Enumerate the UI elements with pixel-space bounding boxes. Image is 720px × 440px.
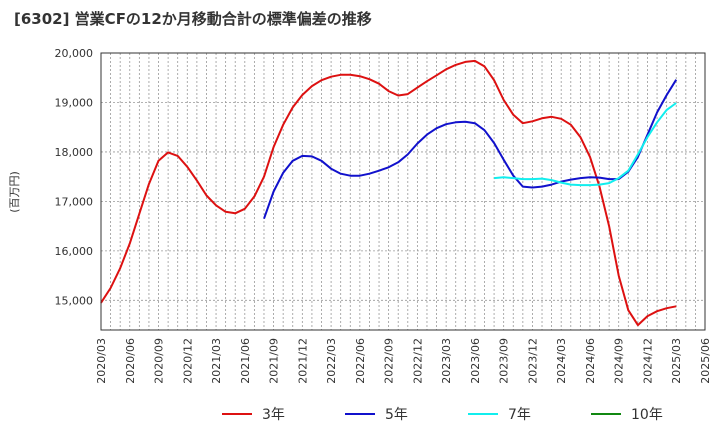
x-tick-label: 2021/06 (239, 338, 252, 384)
x-tick-label: 2023/06 (469, 338, 482, 384)
series-line-3年 (100, 59, 677, 327)
legend-label: 7年 (508, 407, 531, 423)
x-tick-label: 2025/03 (670, 338, 683, 384)
x-tick-label: 2023/09 (498, 338, 511, 384)
x-tick-label: 2020/12 (181, 338, 194, 384)
chart-title: [6302] 営業CFの12か月移動合計の標準偏差の推移 (14, 10, 372, 28)
x-tick-label: 2022/09 (383, 338, 396, 384)
x-tick-label: 2024/12 (641, 338, 654, 384)
y-tick-label: 15,000 (55, 294, 94, 307)
legend: 3年 5年 7年 10年 (222, 407, 663, 423)
x-tick-label: 2024/09 (613, 338, 626, 384)
x-tick-label: 2023/03 (440, 338, 453, 384)
series-lines (100, 59, 678, 327)
x-axis: 2020/03 2020/06 2020/09 2020/12 2021/03 2021/… (95, 338, 712, 384)
legend-label: 5年 (385, 407, 408, 423)
x-tick-label: 2023/12 (526, 338, 539, 384)
y-axis: 15,000 16,000 17,000 18,000 19,000 20,000 (55, 47, 94, 307)
x-tick-label: 2020/03 (95, 338, 108, 384)
x-tick-label: 2022/03 (325, 338, 338, 384)
plot-frame (100, 52, 706, 331)
x-tick-label: 2020/06 (124, 338, 137, 384)
plot-area (101, 53, 705, 330)
x-tick-label: 2021/03 (210, 338, 223, 384)
x-tick-label: 2024/03 (555, 338, 568, 384)
x-tick-label: 2021/12 (296, 338, 309, 384)
series-line-7年 (494, 102, 677, 187)
y-tick-label: 18,000 (55, 146, 94, 159)
y-tick-label: 19,000 (55, 96, 94, 109)
legend-label: 3年 (262, 407, 285, 423)
x-tick-label: 2022/06 (354, 338, 367, 384)
legend-label: 10年 (631, 407, 663, 423)
x-tick-label: 2020/09 (153, 338, 166, 384)
series-line-5年 (263, 79, 678, 220)
y-tick-label: 20,000 (55, 47, 94, 60)
y-tick-label: 16,000 (55, 245, 94, 258)
x-tick-label: 2022/12 (411, 338, 424, 384)
y-tick-label: 17,000 (55, 195, 94, 208)
y-axis-label: (百万円) (8, 171, 21, 213)
x-tick-label: 2021/09 (268, 338, 281, 384)
x-tick-label: 2025/06 (699, 338, 712, 384)
x-tick-label: 2024/06 (584, 338, 597, 384)
